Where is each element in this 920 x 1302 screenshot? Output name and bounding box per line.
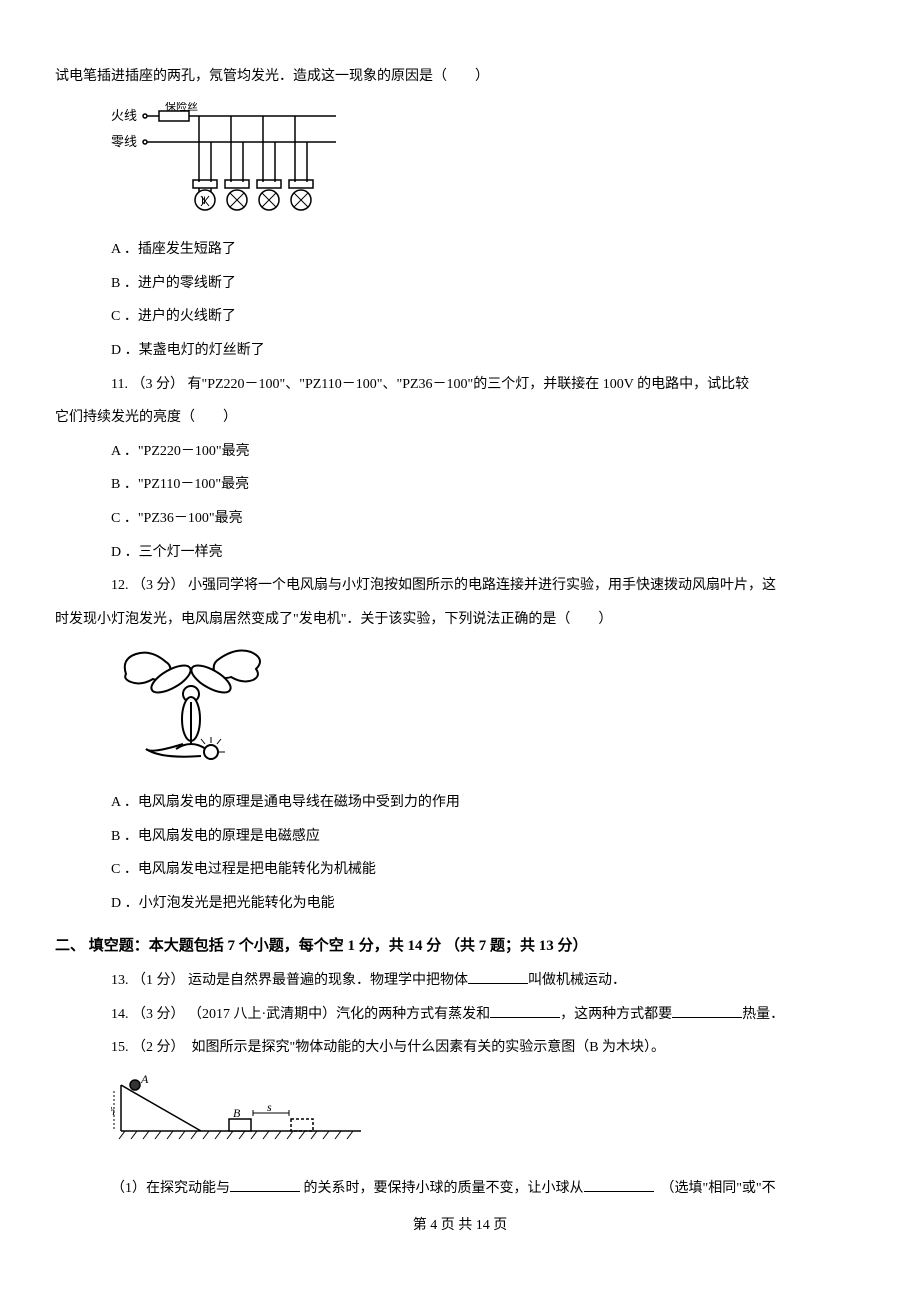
q14-mid: ，这两种方式都要 bbox=[560, 1007, 672, 1022]
q11-option-c: C ．"PZ36－100"最亮 bbox=[55, 502, 865, 536]
q10-option-b: B ．进户的零线断了 bbox=[55, 267, 865, 301]
q12-option-d: D ．小灯泡发光是把光能转化为电能 bbox=[55, 887, 865, 921]
section2-title: 二、 填空题：本大题包括 7 个小题，每个空 1 分，共 14 分 （共 7 题… bbox=[55, 928, 865, 964]
q13-after: 叫做机械运动． bbox=[528, 973, 626, 988]
svg-text:零线: 零线 bbox=[111, 134, 137, 149]
q15-sub1-before: （1）在探究动能与 bbox=[111, 1181, 230, 1196]
q15-sub1-blank1 bbox=[230, 1178, 300, 1192]
q15-sub1-mid: 的关系时，要保持小球的质量不变，让小球从 bbox=[300, 1181, 584, 1196]
q14-before: 14. （3 分） （2017 八上·武清期中）汽化的两种方式有蒸发和 bbox=[111, 1007, 490, 1022]
q11-option-d: D ．三个灯一样亮 bbox=[55, 536, 865, 570]
svg-text:Ⅱ: Ⅱ bbox=[201, 196, 206, 207]
q10-option-d: D ．某盏电灯的灯丝断了 bbox=[55, 334, 865, 368]
q11-option-a: A ．"PZ220－100"最亮 bbox=[55, 435, 865, 469]
q12-option-b: B ．电风扇发电的原理是电磁感应 bbox=[55, 820, 865, 854]
q15-stem: 15. （2 分） 如图所示是探究"物体动能的大小与什么因素有关的实验示意图（B… bbox=[55, 1031, 865, 1065]
q13-before: 13. （1 分） 运动是自然界最普遍的现象．物理学中把物体 bbox=[111, 973, 468, 988]
svg-text:B: B bbox=[233, 1106, 241, 1120]
q10-circuit-diagram: 火线 保险丝 零线 Ⅱ bbox=[111, 102, 865, 226]
q13-blank bbox=[468, 970, 528, 984]
q12-stem-line1: 12. （3 分） 小强同学将一个电风扇与小灯泡按如图所示的电路连接并进行实验，… bbox=[55, 569, 865, 603]
q13-line: 13. （1 分） 运动是自然界最普遍的现象．物理学中把物体 叫做机械运动． bbox=[55, 964, 865, 998]
q14-blank2 bbox=[672, 1004, 742, 1018]
q10-stem: 试电笔插进插座的两孔，氖管均发光．造成这一现象的原因是（ ） bbox=[55, 60, 865, 94]
q11-option-b: B ．"PZ110－100"最亮 bbox=[55, 468, 865, 502]
q15-sub1-blank2 bbox=[584, 1178, 654, 1192]
q11-stem-line2: 它们持续发光的亮度（ ） bbox=[55, 401, 865, 435]
q12-option-c: C ．电风扇发电过程是把电能转化为机械能 bbox=[55, 853, 865, 887]
q10-option-a: A ．插座发生短路了 bbox=[55, 233, 865, 267]
q14-after: 热量． bbox=[742, 1007, 784, 1022]
svg-text:A: A bbox=[140, 1073, 149, 1086]
svg-text:火线: 火线 bbox=[111, 108, 137, 123]
q15-sub1: （1）在探究动能与 的关系时，要保持小球的质量不变，让小球从 （选填"相同"或"… bbox=[55, 1172, 865, 1206]
q12-stem-line2: 时发现小灯泡发光，电风扇居然变成了"发电机"．关于该实验，下列说法正确的是（ ） bbox=[55, 603, 865, 637]
q10-option-c: C ．进户的火线断了 bbox=[55, 300, 865, 334]
svg-text:s: s bbox=[267, 1100, 272, 1114]
q15-ramp-diagram: A h B s bbox=[111, 1073, 865, 1162]
q14-line: 14. （3 分） （2017 八上·武清期中）汽化的两种方式有蒸发和 ，这两种方… bbox=[55, 998, 865, 1032]
q12-fan-diagram bbox=[111, 644, 865, 778]
q15-sub1-after: （选填"相同"或"不 bbox=[654, 1181, 776, 1196]
q14-blank1 bbox=[490, 1004, 560, 1018]
q11-stem-line1: 11. （3 分） 有"PZ220－100"、"PZ110－100"、"PZ36… bbox=[55, 368, 865, 402]
page-footer: 第 4 页 共 14 页 bbox=[55, 1209, 865, 1243]
q12-option-a: A ．电风扇发电的原理是通电导线在磁场中受到力的作用 bbox=[55, 786, 865, 820]
